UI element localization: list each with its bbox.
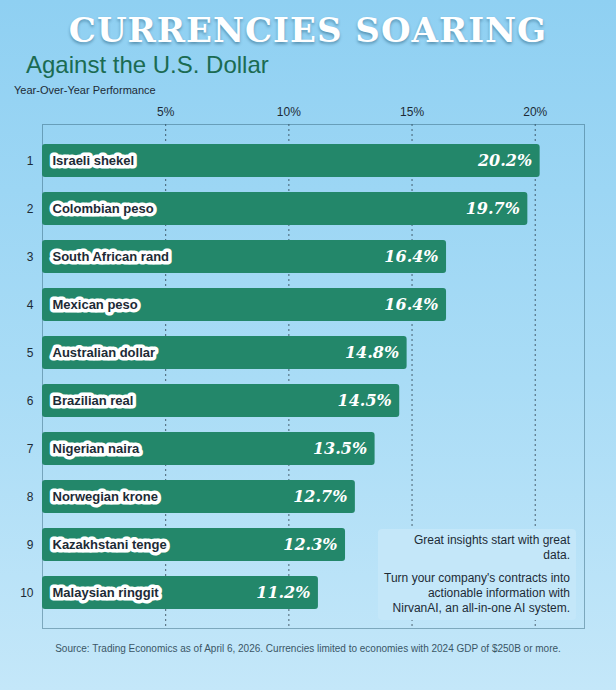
- svg-text:20.2%: 20.2%: [477, 151, 532, 170]
- svg-text:15%: 15%: [400, 105, 424, 119]
- svg-text:Kazakhstani tenge: Kazakhstani tenge: [53, 537, 167, 552]
- svg-text:7: 7: [27, 442, 34, 456]
- svg-text:19.7%: 19.7%: [466, 199, 520, 218]
- svg-text:4: 4: [27, 298, 34, 312]
- html-text:Against the U.S. Dollar: Against the U.S. Dollar: [26, 51, 269, 78]
- html-text:Turn your company's contracts: Turn your company's contracts into actio…: [384, 571, 570, 615]
- svg-text:8: 8: [27, 490, 34, 504]
- svg-text:12.7%: 12.7%: [293, 487, 347, 506]
- html-text:Great insights start with grea: Great insights start with great data.: [413, 533, 570, 562]
- svg-text:12.3%: 12.3%: [283, 535, 337, 554]
- svg-text:14.5%: 14.5%: [338, 391, 392, 410]
- svg-text:Nigerian naira: Nigerian naira: [53, 441, 140, 456]
- svg-text:3: 3: [27, 250, 34, 264]
- svg-text:20%: 20%: [523, 105, 547, 119]
- svg-text:Israeli shekel: Israeli shekel: [53, 153, 135, 168]
- svg-text:5: 5: [27, 346, 34, 360]
- svg-text:Mexican peso: Mexican peso: [53, 297, 138, 312]
- svg-text:South African rand: South African rand: [53, 249, 170, 264]
- svg-text:Brazilian real: Brazilian real: [53, 393, 134, 408]
- html-text:Year-Over-Year Performance: Year-Over-Year Performance: [14, 84, 156, 96]
- svg-text:6: 6: [27, 394, 34, 408]
- svg-text:10%: 10%: [277, 105, 301, 119]
- svg-text:14.8%: 14.8%: [345, 343, 399, 362]
- html-text:CURRENCIES SOARING: CURRENCIES SOARING: [68, 10, 548, 50]
- svg-text:16.4%: 16.4%: [384, 247, 438, 266]
- html-text:Source: Trading Economics as o: Source: Trading Economics as of April 6,…: [55, 643, 561, 654]
- svg-text:13.5%: 13.5%: [313, 439, 367, 458]
- svg-text:10: 10: [20, 586, 34, 600]
- svg-text:2: 2: [27, 202, 34, 216]
- svg-text:11.2%: 11.2%: [256, 583, 310, 602]
- svg-text:Norwegian krone: Norwegian krone: [53, 489, 158, 504]
- svg-text:16.4%: 16.4%: [384, 295, 438, 314]
- svg-text:Colombian peso: Colombian peso: [53, 201, 154, 216]
- svg-text:1: 1: [27, 154, 34, 168]
- svg-text:Australian dollar: Australian dollar: [53, 345, 156, 360]
- svg-text:Malaysian ringgit: Malaysian ringgit: [53, 585, 160, 600]
- svg-text:9: 9: [27, 538, 34, 552]
- svg-text:5%: 5%: [157, 105, 175, 119]
